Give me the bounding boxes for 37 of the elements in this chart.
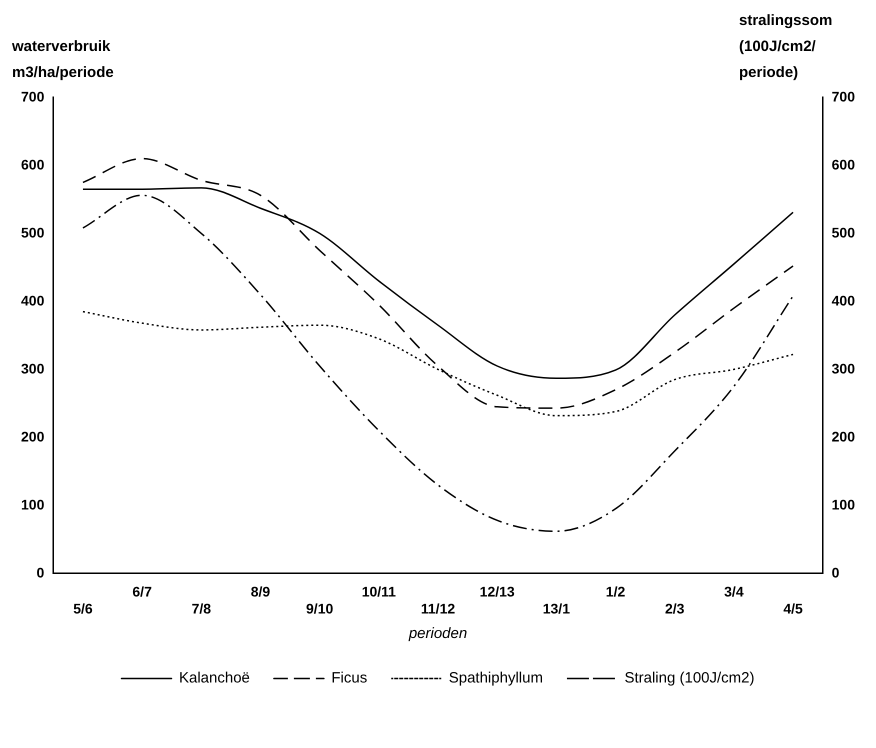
y-axis-title: waterverbruik m3/ha/periode: [12, 37, 115, 83]
y-tick-label: 400: [21, 292, 45, 308]
x-tick-label: 4/5: [783, 600, 803, 616]
y-tick-label: 500: [21, 224, 45, 240]
x-tick-label: 10/11: [362, 584, 396, 600]
x-tick-label: 7/8: [192, 600, 212, 616]
x-tick-label: 3/4: [724, 584, 744, 600]
y2-tick-label: 100: [832, 496, 856, 512]
y2-tick-label: 700: [832, 88, 856, 104]
y-tick-label: 300: [21, 360, 45, 376]
y2-axis-title: stralingssom (100J/cm2/ periode): [739, 11, 834, 83]
y2-tick-label: 0: [832, 564, 840, 580]
line-series: [82, 194, 794, 532]
y2-tick-label: 300: [832, 360, 856, 376]
y-tick-label: 200: [21, 428, 45, 444]
x-tick-label: 9/10: [306, 600, 334, 616]
y2-tick-label: 500: [832, 224, 856, 240]
legend-label: Ficus: [331, 670, 368, 687]
x-axis-title: perioden: [408, 625, 468, 642]
y2-tick-label: 400: [832, 292, 856, 308]
y-tick-label: 100: [21, 496, 45, 512]
y-tick-label: 600: [21, 156, 45, 172]
legend-label: Kalanchoë: [179, 670, 250, 687]
x-tick-label: 12/13: [480, 584, 515, 600]
x-tick-label: 8/9: [250, 584, 270, 600]
legend-label: Spathiphyllum: [448, 670, 543, 687]
legend-label: Straling (100J/cm2): [624, 670, 755, 687]
x-tick-label: 5/6: [73, 600, 93, 616]
x-tick-label: 11/12: [420, 600, 456, 616]
y2-tick-label: 600: [832, 156, 856, 172]
x-tick-label: 2/3: [664, 600, 685, 616]
x-tick-label: 6/7: [132, 584, 152, 600]
x-tick-label: 13/1: [542, 600, 570, 616]
y-tick-label: 0: [36, 564, 45, 580]
y2-tick-label: 200: [832, 428, 856, 444]
x-tick-label: 1/2: [606, 584, 626, 600]
y-tick-label: 700: [21, 88, 45, 104]
